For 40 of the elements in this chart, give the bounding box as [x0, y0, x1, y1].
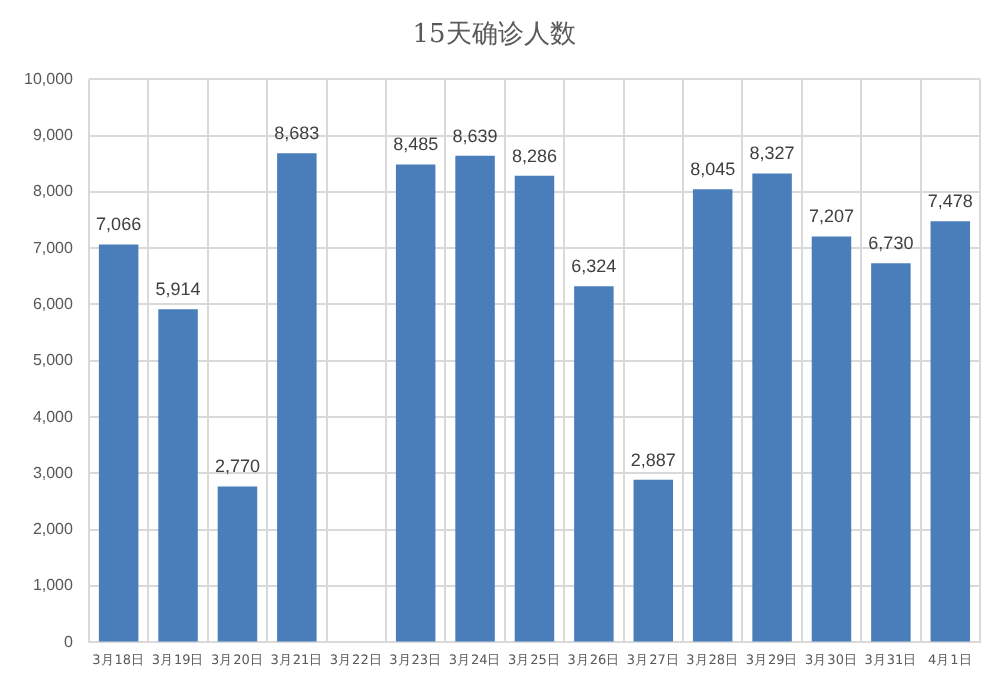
y-tick-label: 5,000 — [32, 351, 75, 370]
y-tick-label: 1,000 — [32, 576, 75, 595]
data-label: 7,478 — [927, 191, 973, 212]
bar — [692, 189, 733, 642]
bar — [514, 175, 555, 642]
chart-title: 15天确诊人数 — [412, 20, 576, 51]
data-label: 8,286 — [511, 145, 557, 166]
y-tick-label: 6,000 — [32, 294, 75, 313]
data-label: 2,770 — [214, 456, 260, 477]
y-tick-label: 10,000 — [24, 69, 75, 88]
bar — [811, 236, 852, 642]
bar — [752, 173, 792, 642]
data-label: 8,045 — [690, 159, 736, 180]
bar — [455, 155, 495, 642]
data-label: 7,207 — [808, 206, 855, 227]
bar — [98, 244, 139, 642]
bar — [871, 263, 911, 642]
y-tick-label: 7,000 — [32, 238, 75, 257]
data-label: 5,914 — [155, 279, 201, 300]
data-label: 8,485 — [393, 134, 439, 155]
data-label: 8,683 — [274, 123, 320, 144]
bar — [277, 153, 317, 642]
bar — [395, 164, 436, 642]
bar — [158, 309, 198, 642]
data-label: 8,327 — [749, 143, 795, 164]
bar — [574, 286, 614, 642]
data-label: 2,887 — [630, 449, 676, 470]
data-label: 6,324 — [571, 256, 617, 277]
data-label: 8,639 — [452, 125, 498, 146]
data-label: 6,730 — [868, 233, 914, 254]
bar — [217, 486, 258, 642]
bar — [930, 221, 971, 642]
y-tick-label: 9,000 — [32, 125, 75, 144]
y-tick-label: 3,000 — [32, 463, 75, 482]
y-tick-label: 4,000 — [32, 407, 75, 426]
bar — [633, 479, 674, 642]
data-label: 7,066 — [96, 214, 142, 235]
y-tick-label: 0 — [64, 632, 75, 651]
y-tick-label: 8,000 — [32, 182, 75, 201]
y-tick-label: 2,000 — [32, 520, 75, 539]
